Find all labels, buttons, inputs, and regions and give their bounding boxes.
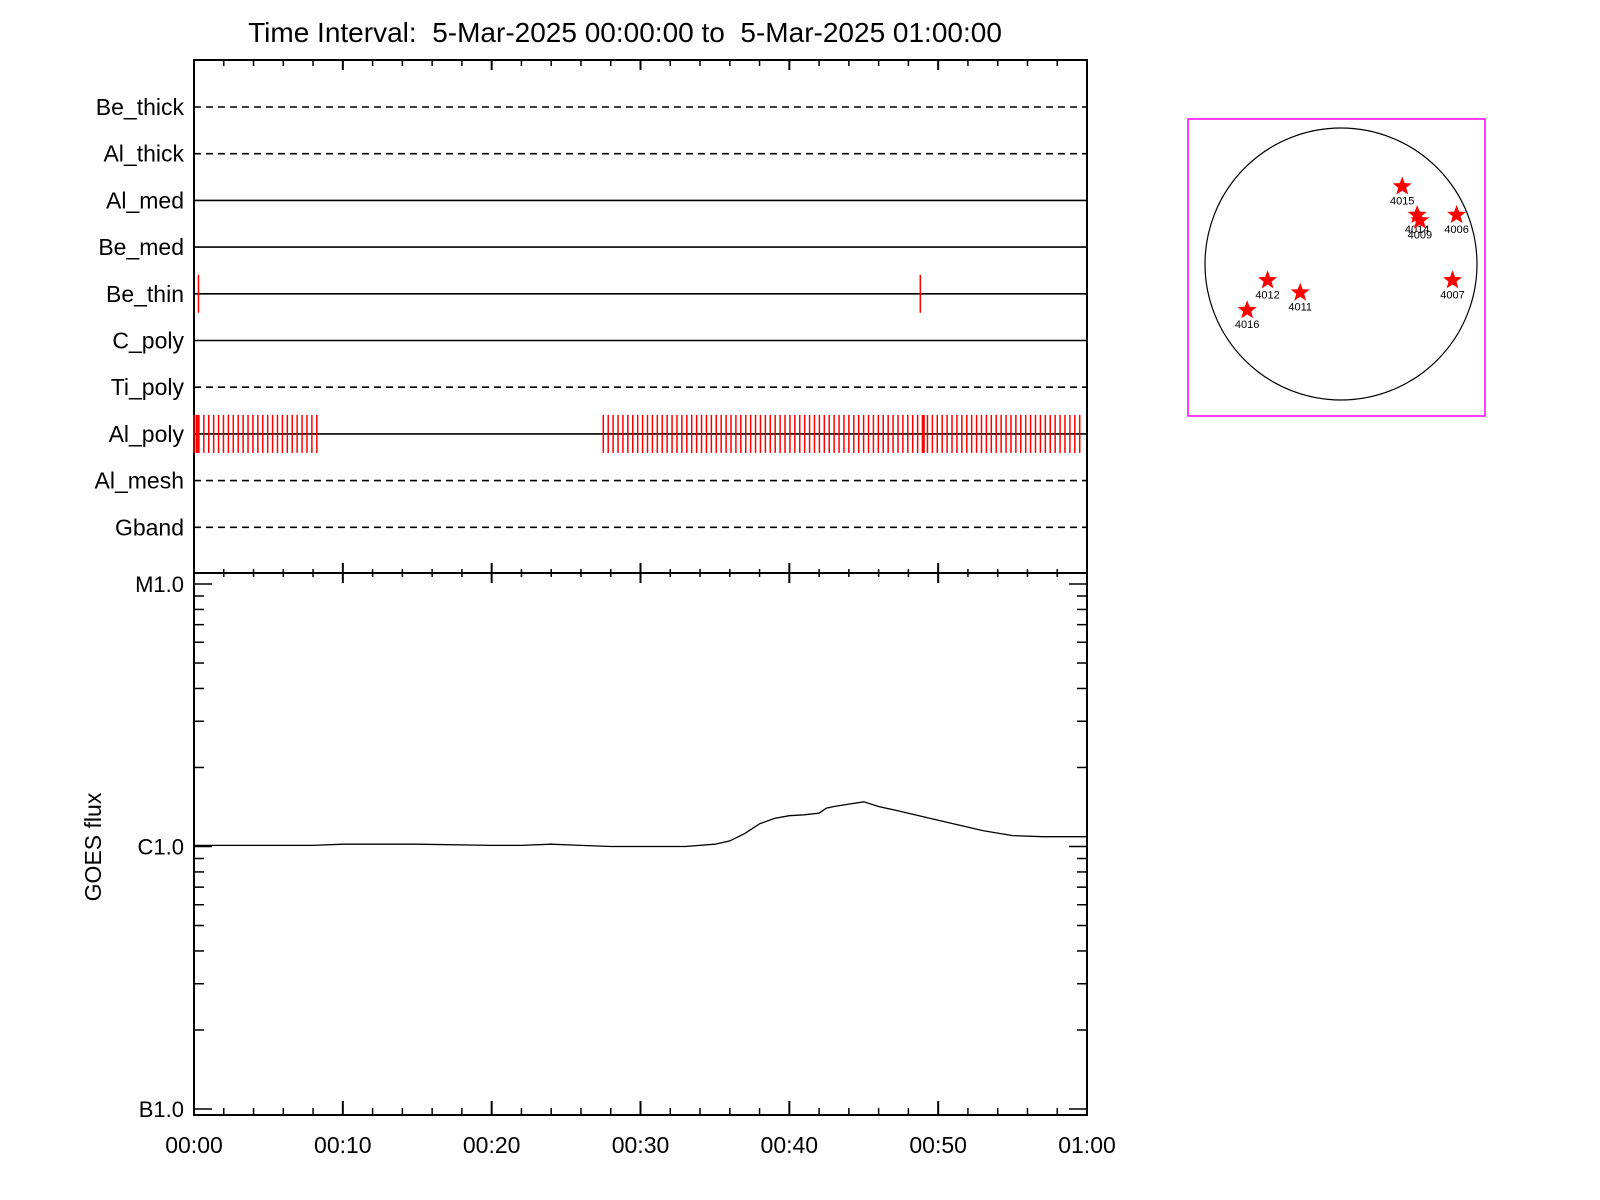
solar-disk bbox=[1204, 127, 1478, 401]
map-frame bbox=[1187, 118, 1486, 417]
x-tick-label: 00:50 bbox=[909, 1132, 967, 1158]
x-tick-label: 00:40 bbox=[761, 1132, 819, 1158]
active-region-star bbox=[1447, 205, 1467, 224]
active-region-star bbox=[1392, 176, 1412, 195]
active-region-label: 4011 bbox=[1288, 302, 1312, 314]
timeline-panel: Be_thick Al_thick Al_med Be_med Be_thin C_pol… bbox=[95, 59, 1088, 574]
active-region-star bbox=[1237, 300, 1257, 319]
row-label: Be_thick bbox=[96, 94, 185, 120]
flux-frame bbox=[193, 572, 1088, 1116]
x-tick-label: 01:00 bbox=[1058, 1132, 1116, 1158]
row-label: Al_med bbox=[106, 187, 184, 213]
row-label: Al_poly bbox=[109, 421, 185, 447]
y-tick-label: M1.0 bbox=[135, 572, 184, 597]
x-tick-label: 00:10 bbox=[314, 1132, 372, 1158]
active-region-star bbox=[1290, 282, 1310, 301]
row-label: Gband bbox=[115, 514, 184, 540]
active-region-label: 4006 bbox=[1444, 224, 1468, 236]
goes-flux-panel: 00:00 00:10 00:20 00:30 00:40 00:50 01:00 M1.0 C… bbox=[80, 563, 1116, 1158]
active-region-label: 4009 bbox=[1408, 229, 1432, 241]
x-tick-label: 00:20 bbox=[463, 1132, 521, 1158]
active-region-label: 4014 bbox=[1405, 224, 1429, 236]
active-region-label: 4015 bbox=[1390, 195, 1414, 207]
x-tick-label: 00:00 bbox=[165, 1132, 223, 1158]
row-label: Ti_poly bbox=[111, 374, 185, 400]
y-tick-label: C1.0 bbox=[138, 835, 184, 860]
timeline-frame bbox=[193, 59, 1088, 574]
active-region-star bbox=[1258, 270, 1278, 289]
active-region-label: 4016 bbox=[1235, 319, 1259, 331]
row-label: Al_mesh bbox=[95, 468, 184, 494]
active-region-star bbox=[1410, 210, 1430, 229]
row-label: Al_thick bbox=[103, 141, 184, 167]
y-tick-label: B1.0 bbox=[139, 1097, 184, 1122]
active-region-label: 4007 bbox=[1440, 289, 1464, 301]
row-label: Be_med bbox=[98, 234, 184, 260]
row-label: Be_thin bbox=[106, 281, 184, 307]
chart-title: Time Interval: 5-Mar-2025 00:00:00 to 5-… bbox=[248, 17, 1002, 48]
active-region-star bbox=[1407, 205, 1427, 224]
active-region-star bbox=[1443, 270, 1462, 289]
x-tick-label: 00:30 bbox=[612, 1132, 670, 1158]
y-axis-label: GOES flux bbox=[80, 792, 106, 901]
active-region-label: 4012 bbox=[1255, 289, 1279, 301]
goes-flux-line bbox=[194, 801, 1087, 848]
row-label: C_poly bbox=[112, 328, 184, 354]
